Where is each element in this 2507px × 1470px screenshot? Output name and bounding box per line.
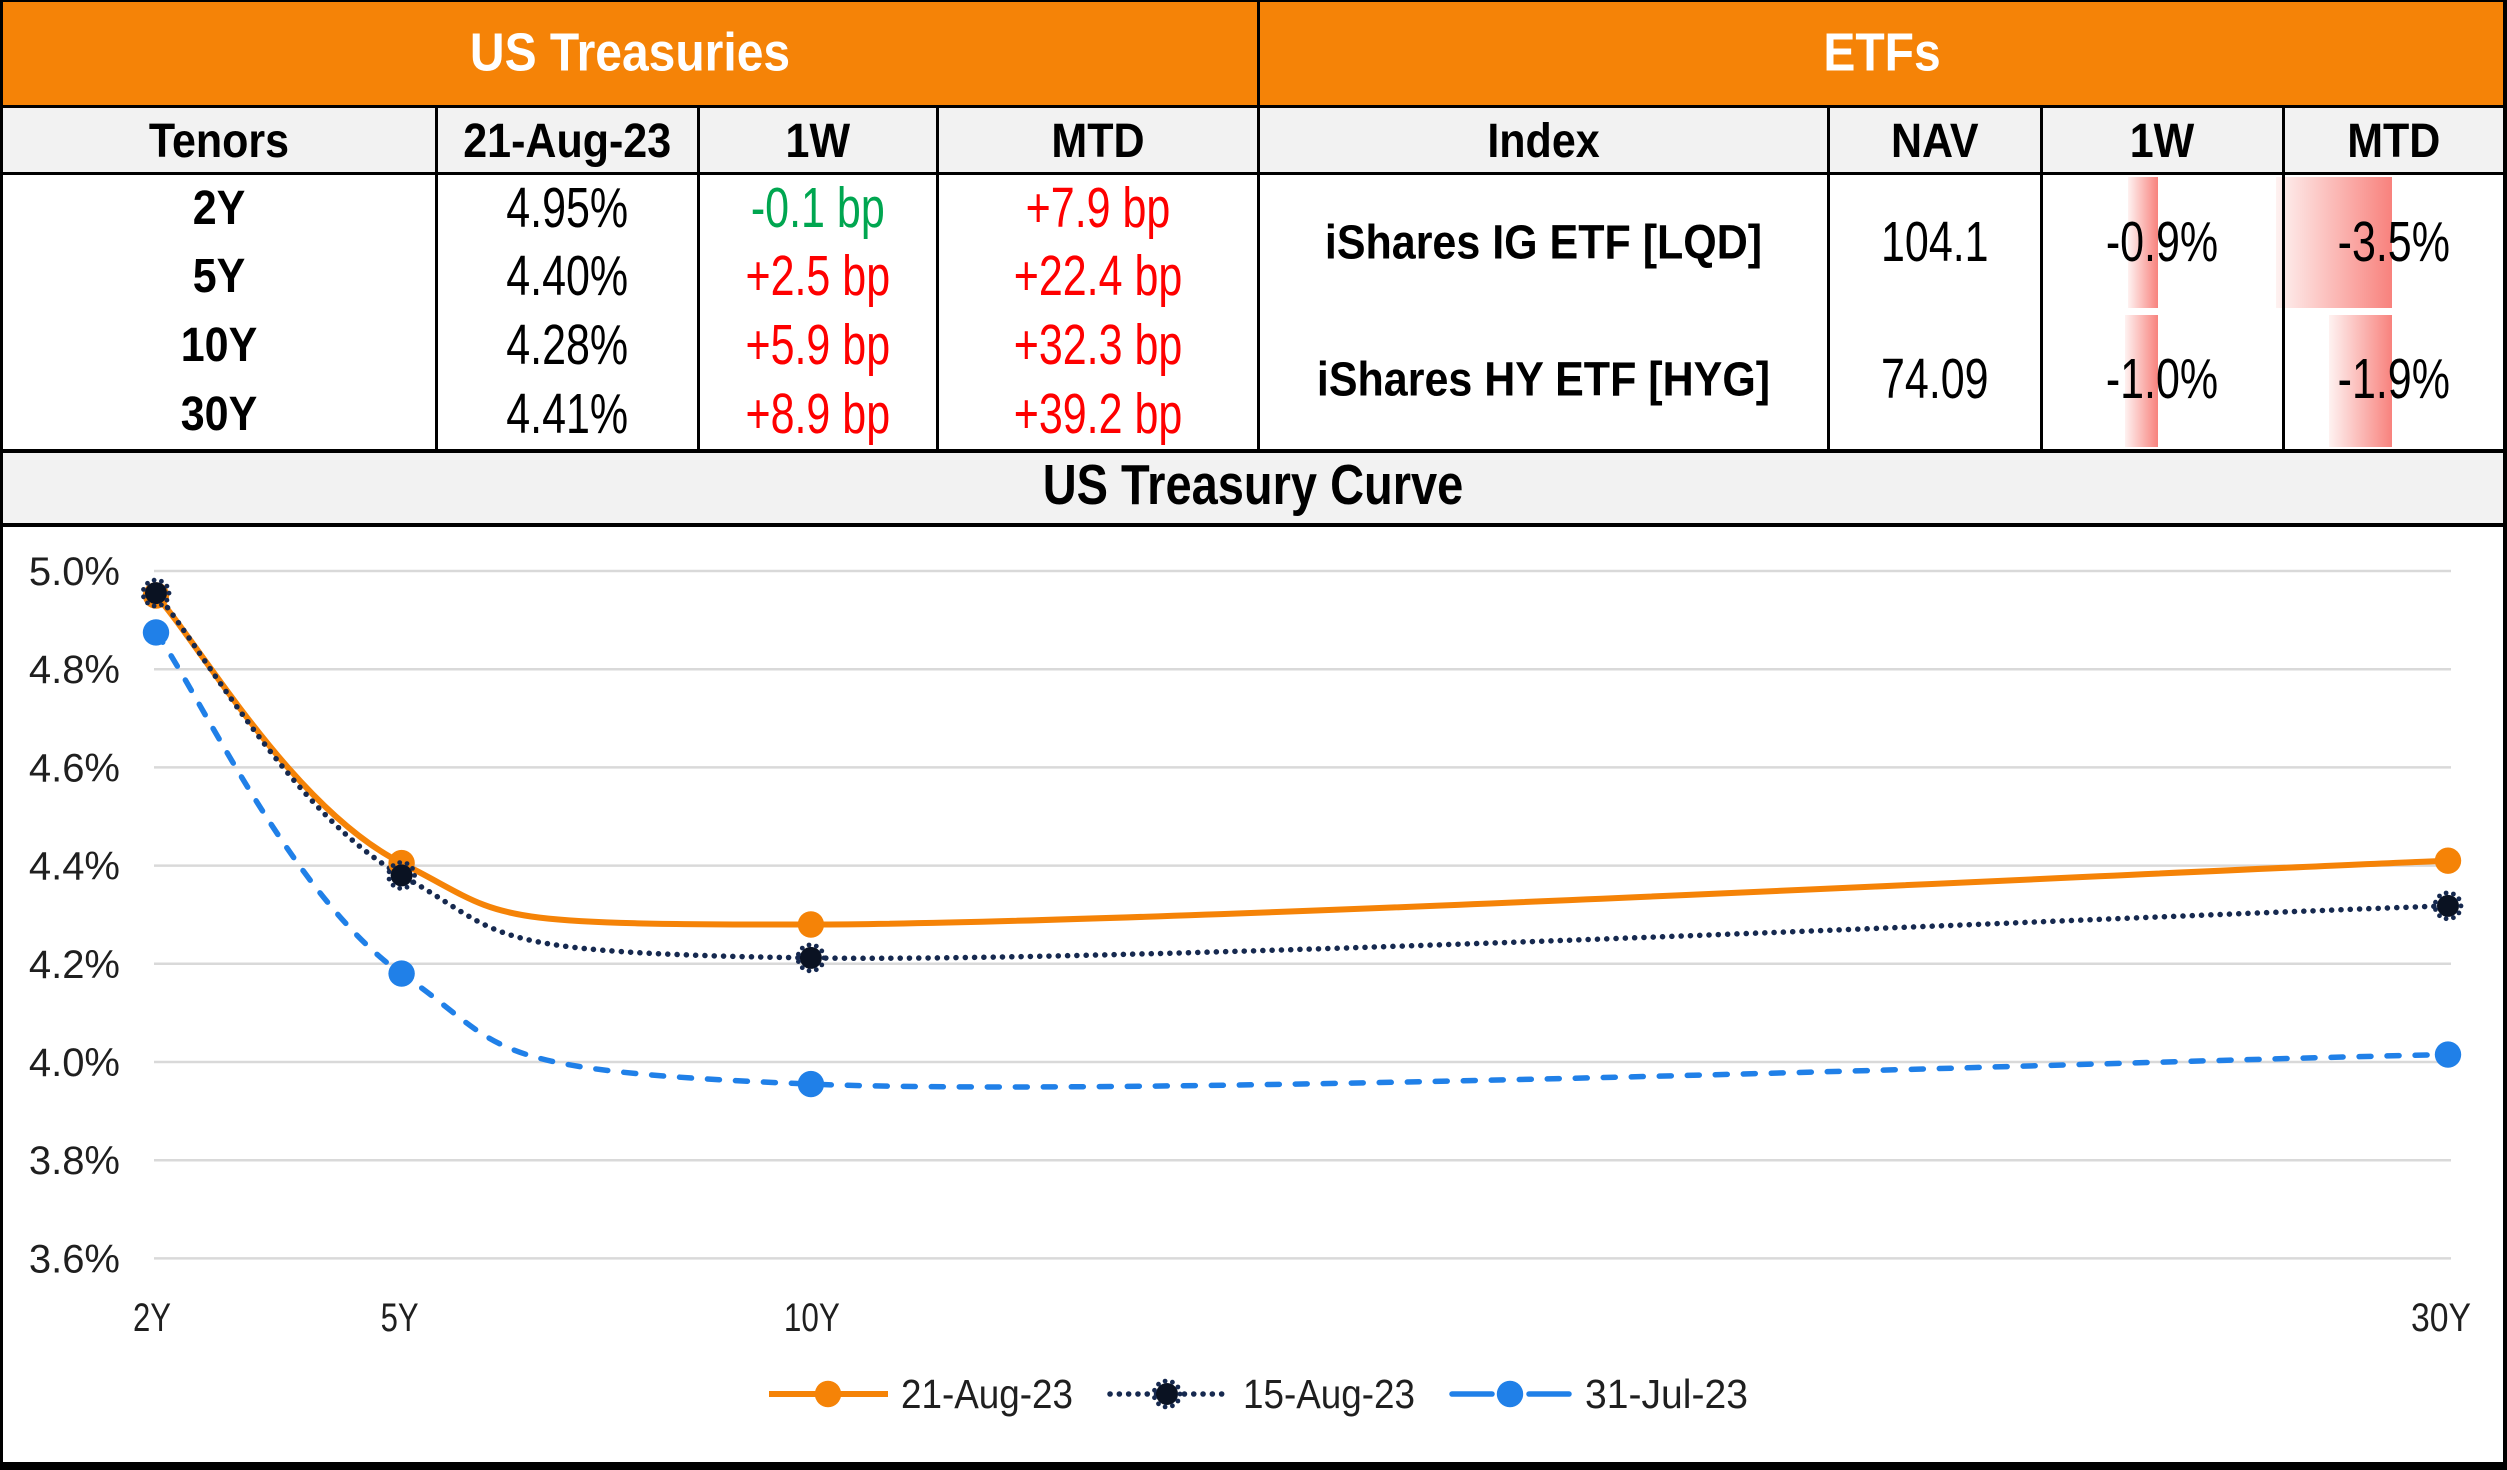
svg-text:31-Jul-23: 31-Jul-23: [1585, 1371, 1748, 1417]
svg-text:2Y: 2Y: [133, 1296, 171, 1340]
svg-text:4.2%: 4.2%: [29, 943, 120, 987]
svg-text:4.8%: 4.8%: [29, 648, 120, 692]
svg-text:5.0%: 5.0%: [29, 550, 120, 594]
svg-text:3.8%: 3.8%: [29, 1139, 120, 1183]
svg-text:4.0%: 4.0%: [29, 1041, 120, 1085]
svg-text:4.6%: 4.6%: [29, 746, 120, 790]
svg-text:10Y: 10Y: [784, 1296, 840, 1340]
svg-text:3.6%: 3.6%: [29, 1237, 120, 1281]
svg-text:15-Aug-23: 15-Aug-23: [1243, 1371, 1415, 1417]
svg-text:30Y: 30Y: [2411, 1296, 2471, 1340]
svg-text:5Y: 5Y: [381, 1296, 419, 1340]
svg-text:21-Aug-23: 21-Aug-23: [901, 1371, 1073, 1417]
svg-text:4.4%: 4.4%: [29, 845, 120, 889]
